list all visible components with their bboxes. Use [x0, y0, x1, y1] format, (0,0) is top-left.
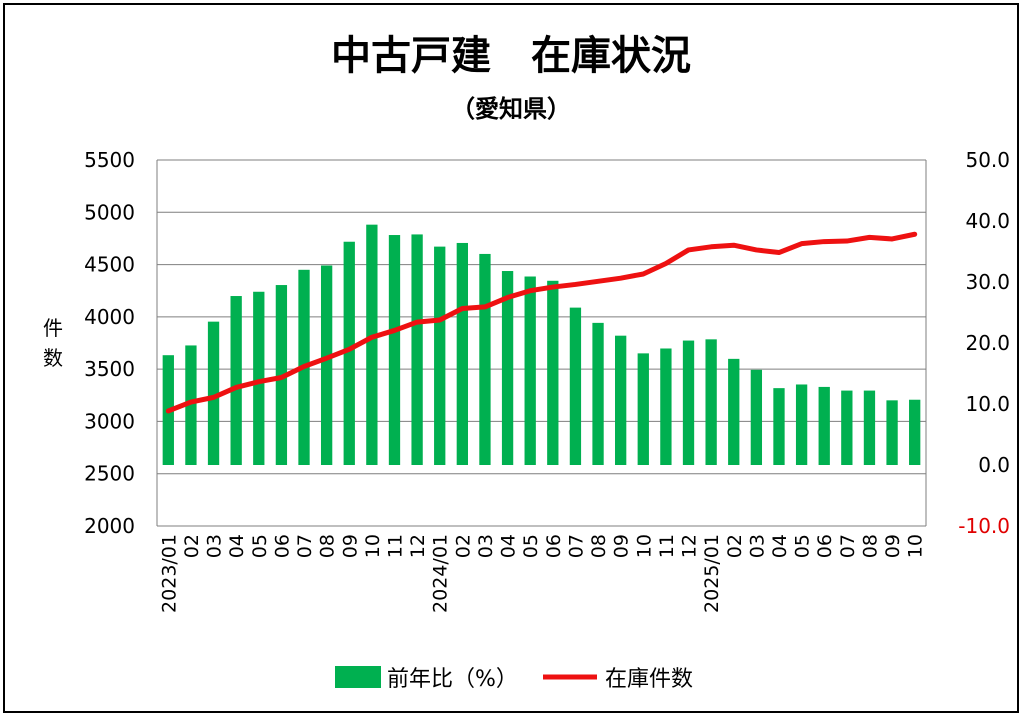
bar — [185, 345, 197, 465]
legend-bar-swatch — [335, 666, 381, 688]
x-tick-label: 2023/01 — [158, 534, 180, 613]
bar — [320, 265, 333, 465]
bar — [863, 390, 876, 465]
right-tick-label: 40.0 — [965, 209, 1010, 233]
left-tick-label: 4500 — [84, 253, 135, 277]
bar — [705, 339, 717, 465]
x-tick-label: 06 — [814, 534, 836, 558]
x-tick-label: 08 — [859, 534, 881, 558]
bar — [773, 388, 785, 465]
x-tick-label: 03 — [204, 534, 226, 558]
axes — [156, 160, 927, 527]
bar — [569, 307, 582, 465]
left-tick-label: 3000 — [84, 409, 135, 433]
bar — [547, 280, 559, 465]
x-axis-ticks: 2023/01 02 03 04 05 06 07 08 09 10 11 12 2024/01 02 03… — [158, 534, 926, 613]
right-axis-ticks: -10.0 0.0 10.0 20.0 30.0 40.0 50.0 — [958, 148, 1010, 538]
bar — [479, 253, 491, 465]
legend-line-label: 在庫件数 — [605, 667, 693, 692]
bar — [886, 400, 898, 465]
y-axis-label-char: 件 — [43, 316, 63, 340]
right-tick-label: 30.0 — [965, 270, 1010, 294]
x-tick-label: 07 — [565, 534, 587, 558]
legend-bar-label: 前年比（%） — [387, 667, 518, 692]
bar — [795, 384, 808, 465]
x-tick-label: 08 — [588, 534, 610, 558]
x-tick-label: 10 — [905, 534, 927, 558]
x-tick-label: 04 — [498, 534, 520, 558]
bar — [524, 276, 536, 465]
bar — [592, 322, 604, 465]
left-axis-ticks: 2000 2500 3000 3500 4000 4500 5000 5500 — [84, 148, 135, 538]
bar — [750, 369, 763, 465]
x-tick-label: 09 — [611, 534, 633, 558]
x-tick-label: 11 — [384, 534, 406, 558]
x-tick-label: 04 — [226, 534, 248, 558]
chart-frame: 中古戸建 在庫状況 （愛知県） 2000 2500 3000 3500 4000 4500… — [3, 3, 1019, 713]
x-tick-label: 06 — [271, 534, 293, 558]
x-tick-label: 02 — [724, 534, 746, 558]
bar — [253, 291, 265, 465]
bar — [366, 224, 378, 465]
right-tick-label: 20.0 — [965, 331, 1010, 355]
left-tick-label: 2000 — [84, 514, 135, 538]
bar — [343, 241, 355, 465]
x-tick-label: 12 — [679, 534, 701, 558]
right-tick-label: 10.0 — [965, 392, 1010, 416]
right-tick-label: 50.0 — [965, 148, 1010, 172]
y-axis-label: 件数 — [43, 316, 63, 370]
y-axis-label-char: 数 — [43, 346, 63, 370]
x-tick-label: 12 — [407, 534, 429, 558]
left-tick-label: 5500 — [84, 148, 135, 172]
x-tick-label: 04 — [769, 534, 791, 558]
x-tick-label: 02 — [181, 534, 203, 558]
x-tick-label: 05 — [792, 534, 814, 558]
x-tick-label: 06 — [543, 534, 565, 558]
x-tick-label: 2025/01 — [701, 534, 723, 613]
x-tick-label: 07 — [837, 534, 859, 558]
bar — [682, 340, 695, 465]
x-tick-label: 10 — [633, 534, 655, 558]
x-tick-label: 05 — [249, 534, 271, 558]
bar — [230, 296, 242, 465]
left-tick-label: 4000 — [84, 305, 135, 329]
x-tick-label: 2024/01 — [430, 534, 452, 613]
x-tick-label: 07 — [294, 534, 316, 558]
bar — [909, 399, 921, 465]
x-tick-label: 03 — [746, 534, 768, 558]
x-tick-label: 09 — [339, 534, 361, 558]
chart: 中古戸建 在庫状況 （愛知県） 2000 2500 3000 3500 4000 4500… — [43, 33, 1010, 692]
left-tick-label: 5000 — [84, 200, 135, 224]
bar — [615, 335, 627, 465]
bar — [818, 386, 830, 465]
bar — [434, 246, 446, 465]
bar — [841, 390, 853, 465]
right-tick-label: -10.0 — [958, 514, 1010, 538]
bar-series — [162, 224, 921, 465]
x-tick-label: 03 — [475, 534, 497, 558]
bar — [207, 321, 220, 465]
x-tick-label: 10 — [362, 534, 384, 558]
bar — [388, 235, 401, 465]
right-tick-label: 0.0 — [978, 453, 1010, 477]
left-tick-label: 2500 — [84, 462, 135, 486]
gridlines — [157, 159, 926, 475]
bar — [501, 271, 514, 465]
left-tick-label: 3500 — [84, 357, 135, 381]
chart-title: 中古戸建 在庫状況 — [331, 33, 691, 79]
bar — [637, 353, 649, 465]
legend: 前年比（%） 在庫件数 — [335, 666, 693, 692]
bar — [411, 234, 423, 465]
bar — [728, 358, 740, 465]
x-tick-label: 05 — [520, 534, 542, 558]
stock-count-line — [165, 231, 918, 414]
x-tick-label: 11 — [656, 534, 678, 558]
x-tick-label: 09 — [882, 534, 904, 558]
bar — [456, 242, 468, 465]
x-tick-label: 02 — [452, 534, 474, 558]
bar — [660, 348, 672, 465]
x-tick-label: 08 — [317, 534, 339, 558]
chart-subtitle: （愛知県） — [451, 95, 571, 123]
line-series — [165, 231, 918, 414]
